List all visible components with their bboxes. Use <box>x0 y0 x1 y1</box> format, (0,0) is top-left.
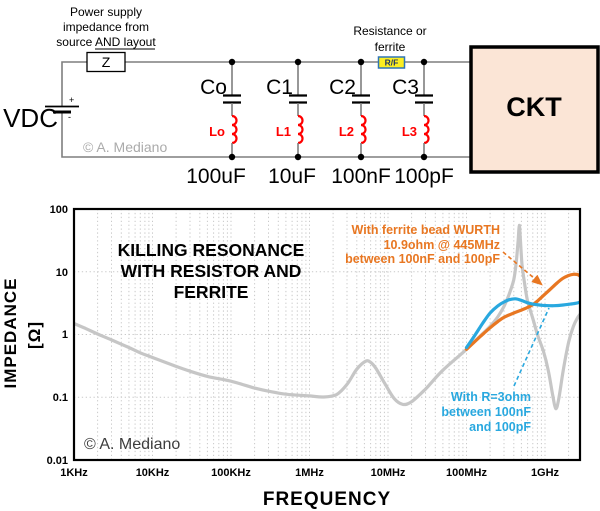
inductor-symbol <box>423 114 430 145</box>
node-dot <box>420 153 428 161</box>
ferrite-annotation-arrow <box>502 251 543 286</box>
inductor-symbol <box>231 114 238 145</box>
resistor-annotation-line <box>513 307 550 387</box>
ind-label: Lo <box>209 124 225 139</box>
power-note-line2: impedance from <box>63 20 149 34</box>
cap-label: Co <box>200 76 227 99</box>
node-dot <box>357 153 365 161</box>
branch-C1: C1 L1 10uF <box>266 58 316 188</box>
impedance-chart: KILLING RESONANCE WITH RESISTOR AND FERR… <box>1 204 582 510</box>
chart-watermark: © A. Mediano <box>84 436 180 453</box>
cap-label: C2 <box>329 76 356 99</box>
node-dot <box>420 58 428 66</box>
x-tick-1khz: 1KHz <box>60 467 88 479</box>
x-tick-10khz: 10KHz <box>136 467 170 479</box>
x-axis-label: FREQUENCY <box>263 489 391 510</box>
y-tick-100: 100 <box>50 204 68 216</box>
rf-note-line2: ferrite <box>375 40 406 54</box>
wire-source-top <box>61 61 87 106</box>
ind-label: L1 <box>276 124 291 139</box>
branch-C3: C3 L3 100pF <box>392 58 454 188</box>
x-tick-1ghz: 1GHz <box>531 467 560 479</box>
series-curve-1 <box>464 272 581 351</box>
battery-plus: + <box>69 95 74 105</box>
ferrite-annotation-line2: 10.9ohm @ 445MHz <box>384 238 500 252</box>
rf-block-label: R/F <box>385 58 399 68</box>
inductor-symbol <box>360 114 367 145</box>
x-tick-1mhz: 1MHz <box>295 467 324 479</box>
series-curve-2 <box>464 297 581 350</box>
y-tick-0.1: 0.1 <box>53 392 68 404</box>
node-dot <box>357 58 365 66</box>
rf-block <box>377 56 406 69</box>
cap-value: 100nF <box>331 165 391 188</box>
y-tick-10: 10 <box>56 267 68 279</box>
ckt-label: CKT <box>506 92 562 122</box>
cap-value: 10uF <box>268 165 316 188</box>
node-dot <box>228 58 236 66</box>
x-tick-100khz: 100KHz <box>211 467 251 479</box>
branch-Co: Co Lo 100uF <box>186 58 246 188</box>
y-tick-0.01: 0.01 <box>47 455 68 467</box>
node-dot <box>228 153 236 161</box>
ferrite-annotation-line1: With ferrite bead WURTH <box>352 223 501 237</box>
curve-layer <box>74 223 581 411</box>
battery-minus: - <box>68 112 71 122</box>
y-tick-1: 1 <box>62 329 68 341</box>
resistor-annotation-line1: With R=3ohm <box>451 390 531 404</box>
resistor-annotation-line3: and 100pF <box>469 420 531 434</box>
circuit-watermark: © A. Mediano <box>83 139 167 155</box>
rf-note-line1: Resistance or <box>353 24 426 38</box>
resistor-annotation-line2: between 100nF <box>441 405 531 419</box>
ferrite-annotation-line3: between 100nF and 100pF <box>345 252 500 266</box>
power-note-line3: source AND layout <box>56 35 156 49</box>
plot-frame <box>72 207 582 462</box>
branch-C2: C2 L2 100nF <box>329 58 391 188</box>
wire-bottom-rail <box>61 112 471 158</box>
y-axis-label: IMPEDANCE <box>1 277 20 388</box>
vdc-label: VDC <box>3 103 58 133</box>
cap-label: C1 <box>266 76 293 99</box>
ckt-block <box>469 45 600 174</box>
inductor-symbol <box>297 114 304 145</box>
power-note-line1: Power supply <box>70 5 142 19</box>
cap-value: 100pF <box>394 165 454 188</box>
cap-label: C3 <box>392 76 419 99</box>
series-curve-0 <box>74 223 581 411</box>
node-dot <box>294 58 302 66</box>
ind-label: L2 <box>339 124 354 139</box>
chart-title-line2: WITH RESISTOR AND <box>121 261 302 281</box>
chart-title-line3: FERRITE <box>174 282 249 302</box>
node-dot <box>294 153 302 161</box>
y-axis-units: [Ω] <box>25 321 44 349</box>
impedance-block <box>86 51 126 73</box>
impedance-block-label: Z <box>102 54 111 70</box>
grid-layer <box>74 209 580 460</box>
circuit-schematic: Power supply impedance from source AND l… <box>3 5 600 188</box>
cap-value: 100uF <box>186 165 246 188</box>
ind-label: L3 <box>402 124 417 139</box>
x-tick-10mhz: 10MHz <box>371 467 406 479</box>
x-tick-100mhz: 100MHz <box>446 467 487 479</box>
chart-title-line1: KILLING RESONANCE <box>118 240 305 260</box>
